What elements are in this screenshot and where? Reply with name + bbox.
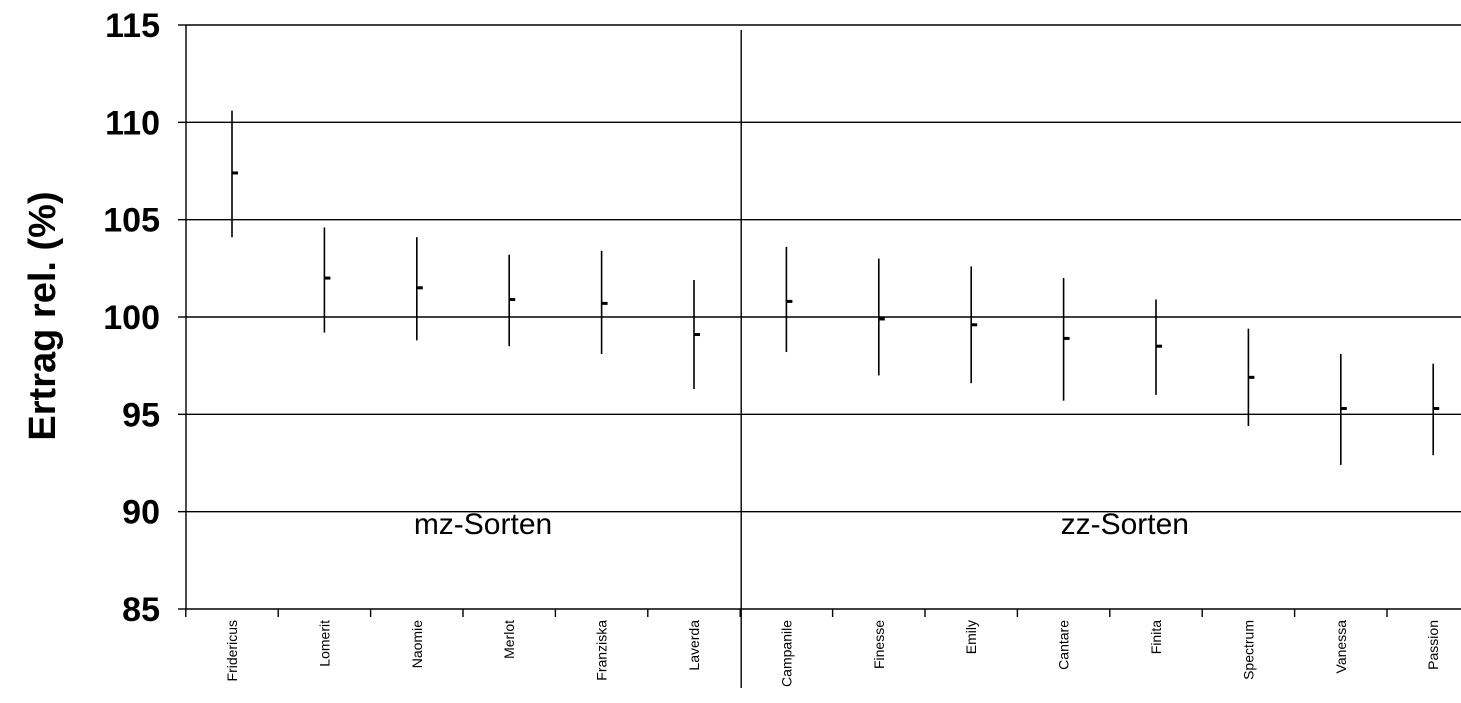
x-tick-label: Naomie [409,620,425,668]
x-tick-label: Campanile [778,620,794,687]
x-tick-label: Laverda [686,620,702,671]
range-bars [231,110,1440,465]
x-tick-label: Merlot [501,620,517,659]
y-tick-label: 100 [103,299,160,337]
x-tick-label: Finesse [871,620,887,669]
axes [178,24,1461,688]
y-axis-label: Ertrag rel. (%) [22,191,64,440]
gridlines [186,24,1461,513]
x-tick-label: Cantare [1056,620,1072,670]
x-tick-label: Passion [1425,620,1441,670]
y-tick-label: 85 [122,591,160,629]
group-labels: mz-Sorten zz-Sorten [414,508,1189,541]
y-tick-label: 90 [122,494,160,532]
x-tick-label: Fridericus [224,620,240,681]
group-label: zz-Sorten [1061,508,1189,541]
y-tick-label: 105 [103,202,160,240]
x-tick-label: Spectrum [1240,620,1256,680]
x-tick-label: Emily [963,620,979,654]
x-tick-labels: Fridericus Lomerit Naomie Merlot Franziska La… [224,620,1441,687]
y-tick-label: 115 [105,7,160,45]
x-tick-label: Lomerit [316,620,332,667]
x-tick-label: Finita [1148,620,1164,654]
x-tick-label: Vanessa [1333,620,1349,674]
x-tick-label: Franziska [594,620,610,681]
y-tick-labels: 85 90 95 100 105 110 115 [103,7,160,629]
y-tick-label: 95 [122,396,160,434]
group-label: mz-Sorten [414,508,552,541]
y-tick-label: 110 [105,104,160,142]
